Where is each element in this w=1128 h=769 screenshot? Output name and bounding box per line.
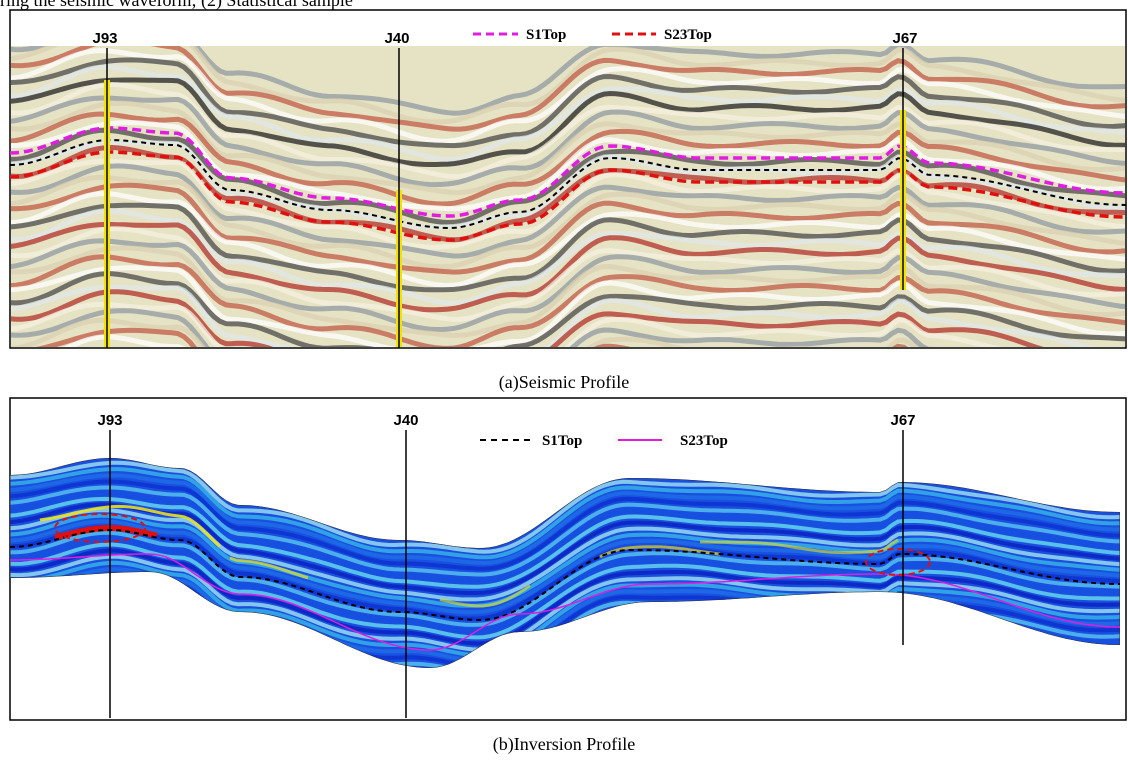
inversion-anomaly <box>599 545 721 559</box>
inversion-layer <box>10 560 1120 658</box>
inversion-layer <box>10 460 1120 554</box>
caption: (b)Inversion Profile <box>493 734 635 755</box>
inversion-layer <box>10 519 1120 615</box>
seismic-reflector <box>11 221 1125 313</box>
well-label: J67 <box>890 412 915 429</box>
well-label: J40 <box>384 30 409 47</box>
inversion-anomaly <box>39 504 222 548</box>
seismic-reflector <box>11 46 1125 116</box>
seismic-reflector <box>11 100 1125 196</box>
well-label: J93 <box>92 30 117 47</box>
seismic-reflector <box>11 120 1125 212</box>
seismic-reflector <box>11 289 1044 347</box>
seismic-reflector <box>11 265 1125 347</box>
inversion-layer <box>10 479 1120 571</box>
seismic-reflector <box>11 308 935 347</box>
highlight-ellipse <box>54 513 146 543</box>
header-text: ring the seismic waveform; (2) Statistic… <box>0 0 353 11</box>
horizons-b <box>9 528 1121 651</box>
seismic-reflector <box>11 245 1125 338</box>
inversion-layer <box>10 485 1120 577</box>
inversion-layer <box>10 513 1120 608</box>
well-label: J67 <box>892 30 917 47</box>
horizon <box>10 553 1121 651</box>
inversion-anomaly <box>439 584 531 608</box>
inversion-layer <box>10 502 1120 595</box>
inversion-layer <box>10 496 1120 589</box>
seismic-reflector <box>11 284 1097 347</box>
seismic-reflector <box>11 208 1125 306</box>
inversion-layer <box>10 536 1120 634</box>
inversion-layer <box>10 567 1120 664</box>
inversion-layer <box>10 524 1120 621</box>
seismic-reflector <box>11 174 1125 270</box>
horizon <box>9 126 1127 218</box>
seismic-reflector <box>11 46 1125 132</box>
inversion-layer <box>10 530 1120 627</box>
inversion-layer <box>10 554 1120 652</box>
seismic-reflector <box>11 202 1125 293</box>
seismic-reflector <box>11 77 1125 167</box>
seismic-reflector <box>11 226 1125 322</box>
seismic-reflector <box>11 111 1125 207</box>
legend-label: S1Top <box>526 27 566 43</box>
inversion-anomaly <box>229 556 309 580</box>
seismic-reflector <box>11 238 1125 332</box>
well-label: J93 <box>97 412 122 429</box>
seismic-reflector <box>11 163 1125 259</box>
horizon <box>9 528 1121 622</box>
horizon <box>9 138 1127 230</box>
caption: (a)Seismic Profile <box>499 372 629 393</box>
inversion-layer <box>10 542 1120 640</box>
inversion-layer <box>10 467 1120 560</box>
legend-label: S23Top <box>680 433 728 449</box>
well-label: J40 <box>393 412 418 429</box>
seismic-reflector <box>11 127 1125 226</box>
inversion-layer <box>10 548 1120 646</box>
horizon <box>9 150 1127 242</box>
seismic-reflector <box>11 57 1125 149</box>
highlight-ellipse <box>865 548 931 576</box>
seismic-reflector <box>11 144 1125 243</box>
seismic-reflector <box>11 254 1125 347</box>
seismic-reflector <box>11 191 1125 289</box>
legend-label: S23Top <box>664 27 712 43</box>
seismic-reflector <box>11 301 1003 347</box>
seismic-reflector <box>11 81 1125 180</box>
inversion-anomaly <box>699 538 899 555</box>
legend-label: S1Top <box>542 433 582 449</box>
seismic-reflector <box>11 48 1125 144</box>
seismic-image <box>11 46 1125 347</box>
horizons-a <box>9 126 1127 242</box>
body-outline <box>10 458 1120 668</box>
inversion-anomaly <box>54 524 158 541</box>
seismic-reflector <box>11 95 1125 188</box>
seismic-reflector <box>11 317 920 347</box>
seismic-reflector <box>11 64 1125 162</box>
seismic-reflector <box>11 46 1125 125</box>
seismic-reflector <box>11 182 1125 275</box>
seismic-reflector <box>11 271 1125 347</box>
inversion-layer <box>10 491 1120 583</box>
inversion-layer <box>10 473 1120 566</box>
seismic-reflector <box>11 158 1125 250</box>
